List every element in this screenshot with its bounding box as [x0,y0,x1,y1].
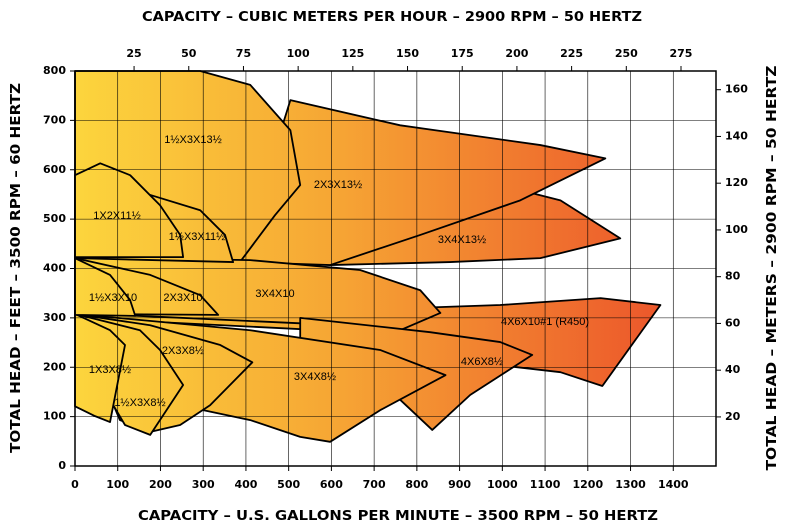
y2-tick-label: 60 [725,316,741,329]
left-axis-title: TOTAL HEAD – FEET – 3500 RPM – 60 HERTZ [8,83,24,453]
x2-tick-label: 275 [670,47,693,60]
y-tick-label: 300 [43,311,66,324]
x-tick-label: 1100 [530,478,561,491]
x2-tick-label: 175 [451,47,474,60]
x2-tick-label: 25 [126,47,141,60]
y-tick-label: 0 [58,459,66,472]
y-tick-label: 800 [43,64,66,77]
x-tick-label: 700 [363,478,386,491]
x2-tick-label: 125 [341,47,364,60]
region-label: 3X4X10 [255,288,294,300]
x-tick-label: 1200 [572,478,603,491]
x2-tick-label: 150 [396,47,419,60]
y2-tick-label: 20 [725,410,741,423]
x-tick-label: 100 [106,478,129,491]
x2-tick-label: 100 [287,47,310,60]
right-axis-title: TOTAL HEAD – METERS – 2900 RPM – 50 HERT… [764,65,780,470]
x-tick-label: 1000 [487,478,518,491]
x-tick-label: 0 [71,478,79,491]
y2-tick-label: 40 [725,363,741,376]
region-labels: 3X4X13½ 2X3X13½ 1½X3X13½ 4X6X10#1 (R450) 3X4… [89,134,589,409]
x2-tick-label: 200 [505,47,528,60]
x-tick-label: 600 [320,478,343,491]
y-tick-label: 700 [43,113,66,126]
region-label: 4X6X10#1 (R450) [501,316,589,328]
x-tick-label: 200 [149,478,172,491]
top-axis-title: CAPACITY – CUBIC METERS PER HOUR – 2900 … [142,9,642,25]
y2-tick-label: 100 [725,223,748,236]
pump-region [74,162,185,259]
bottom-axis-title: CAPACITY – U.S. GALLONS PER MINUTE – 350… [138,508,658,524]
x-tick-label: 1300 [615,478,646,491]
x2-tick-label: 250 [615,47,638,60]
y2-tick-label: 160 [725,83,748,96]
region-label: 1X3X8½ [89,364,131,376]
y-tick-label: 200 [43,360,66,373]
x-tick-label: 800 [405,478,428,491]
plot-frame [74,70,717,467]
y-tick-label: 400 [43,262,66,275]
region-label: 3X4X13½ [438,234,486,246]
region-label: 2X3X13½ [314,179,362,191]
x-tick-label: 1400 [658,478,689,491]
x-tick-label: 900 [448,478,471,491]
region-label: 1½X3X13½ [164,134,222,146]
x2-tick-label: 225 [560,47,583,60]
y-tick-label: 100 [43,410,66,423]
x-tick-label: 300 [192,478,215,491]
region-label: 2X3X10 [163,292,202,304]
x2-tick-label: 75 [236,47,251,60]
region-label: 1½X3X10 [89,292,137,304]
region-label: 1½X3X11½ [169,231,226,243]
y2-tick-label: 120 [725,176,748,189]
y2-tick-label: 80 [725,270,741,283]
x-tick-label: 400 [234,478,257,491]
regions [74,70,662,443]
y2-tick-label: 140 [725,129,748,142]
y-tick-label: 500 [43,212,66,225]
region-label: 1½X3X8½ [114,397,165,409]
x2-tick-label: 50 [181,47,197,60]
region-label: 3X4X8½ [294,371,336,383]
x-tick-label: 500 [277,478,300,491]
region-label: 4X6X8½ [461,356,503,368]
region-label: 2X3X8½ [162,345,204,357]
y-tick-label: 600 [43,163,66,176]
region-label: 1X2X11½ [93,210,141,222]
